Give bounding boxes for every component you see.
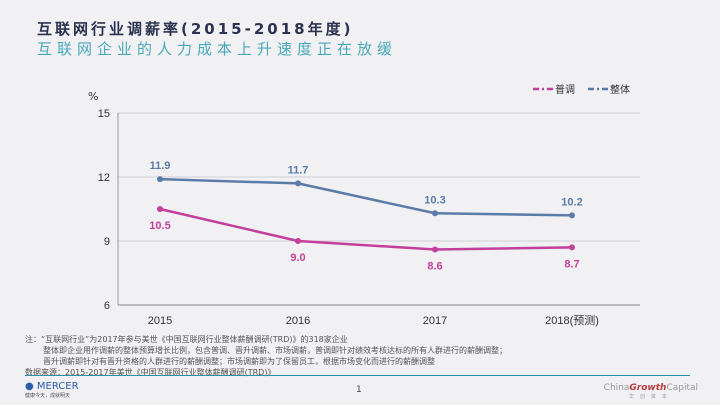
data-point bbox=[157, 176, 163, 183]
note-line: 整体即企业用作调薪的整体预算增长比例，包含普调、晋升调薪、市场调薪，普调即针对绩… bbox=[43, 346, 507, 355]
data-point bbox=[295, 238, 301, 244]
y-tick-label: 15 bbox=[98, 108, 110, 120]
note-line: 晋升调薪即针对有晋升资格的人群进行的薪酬调整；市场调薪即为了保留员工，根据市场变… bbox=[43, 357, 435, 366]
legend-label: 普调 bbox=[555, 83, 575, 96]
data-label: 11.7 bbox=[288, 164, 309, 176]
data-point bbox=[295, 180, 301, 187]
legend-label: 整体 bbox=[610, 83, 630, 96]
data-label: 8.7 bbox=[564, 258, 579, 270]
footer-divider bbox=[25, 375, 690, 376]
data-point bbox=[569, 212, 575, 219]
y-tick-label: 6 bbox=[104, 300, 110, 312]
data-label: 8.6 bbox=[427, 261, 442, 273]
series-line bbox=[159, 207, 573, 251]
series-line bbox=[159, 177, 573, 217]
x-tick-label: 2017 bbox=[423, 315, 447, 327]
data-label: 10.3 bbox=[424, 194, 445, 206]
data-point bbox=[432, 210, 438, 217]
data-point bbox=[569, 244, 575, 251]
data-point bbox=[157, 206, 163, 212]
line-chart: 6 9 12 15% 2015 2016 2017 2018(预测) 10.5 9.0 8.6 8.7… bbox=[88, 83, 640, 327]
page-title: 互联网行业调薪率(2015-2018年度) bbox=[37, 20, 354, 38]
x-tick-label: 2018(预测) bbox=[545, 314, 599, 327]
note-line: 注：“互联网行业”为2017年参与美世《中国互联网行业整体薪酬调研(TRD)》的… bbox=[25, 335, 348, 344]
x-tick-label: 2015 bbox=[148, 315, 172, 327]
page-subtitle: 互联网企业的人力成本上升速度正在放缓 bbox=[37, 40, 398, 58]
data-label: 10.5 bbox=[149, 220, 170, 232]
x-tick-label: 2016 bbox=[286, 315, 310, 327]
y-axis-unit: % bbox=[88, 90, 98, 103]
data-label: 9.0 bbox=[290, 252, 305, 264]
y-tick-label: 9 bbox=[104, 236, 110, 248]
footnotes: 注：“互联网行业”为2017年参与美世《中国互联网行业整体薪酬调研(TRD)》的… bbox=[25, 334, 507, 378]
data-label: 10.2 bbox=[561, 196, 582, 208]
data-point bbox=[432, 246, 438, 253]
mercer-logo: ● MERCER 健康今天，成就明天 bbox=[25, 381, 79, 399]
y-tick-label: 12 bbox=[98, 172, 110, 184]
cgc-logo: ChinaGrowthCapital 华创资本 bbox=[603, 383, 698, 400]
data-label: 11.9 bbox=[150, 160, 171, 172]
page-number: 1 bbox=[356, 385, 362, 395]
note-source: 数据来源：2015-2017年美世《中国互联网行业整体薪酬调研(TRD)》 bbox=[25, 368, 276, 377]
